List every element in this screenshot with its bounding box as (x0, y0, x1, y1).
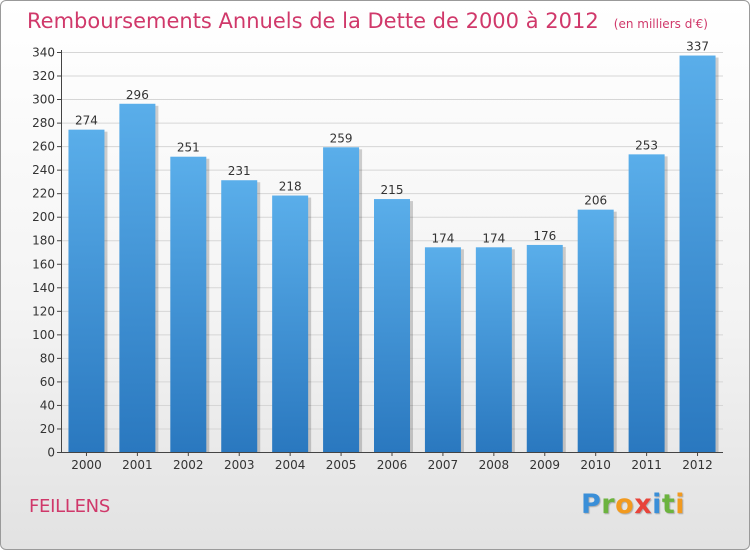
x-tick-label: 2001 (122, 458, 153, 472)
y-tick-label: 240 (32, 163, 55, 177)
y-tick-label: 40 (40, 398, 55, 412)
y-tick-label: 300 (32, 93, 55, 107)
x-tick-label: 2009 (529, 458, 560, 472)
bar-value-label: 231 (228, 164, 251, 178)
bar-value-label: 174 (482, 231, 505, 245)
bar (119, 103, 156, 452)
y-tick-label: 320 (32, 69, 55, 83)
bar (170, 156, 207, 453)
logo-letter: t (661, 489, 676, 520)
x-tick-label: 2008 (479, 458, 510, 472)
y-tick-label: 0 (47, 446, 55, 460)
bar (68, 129, 105, 452)
x-tick-label: 2006 (377, 458, 408, 472)
bar-value-label: 337 (686, 40, 709, 54)
chart-title-block: Remboursements Annuels de la Dette de 20… (27, 9, 708, 33)
x-tick-label: 2000 (71, 458, 102, 472)
logo-letter: r (601, 489, 616, 520)
bar-value-label: 215 (381, 183, 404, 197)
bar (374, 199, 410, 452)
bar (424, 247, 461, 452)
y-tick-label: 100 (32, 328, 55, 342)
y-tick-label: 20 (40, 422, 55, 436)
x-tick-label: 2005 (326, 458, 357, 472)
y-tick-label: 340 (32, 46, 55, 60)
axes: 0 20 40 60 80 100 120 140 160 180 200 220 240 260 280 3… (32, 46, 723, 472)
y-tick-label: 120 (32, 304, 55, 318)
x-tick-label: 2002 (173, 458, 204, 472)
logo-letter: o (615, 489, 635, 520)
proxiti-logo: Proxiti (581, 489, 685, 520)
bar-value-label: 253 (635, 138, 658, 152)
bar (221, 180, 258, 452)
logo-letter: i (675, 489, 686, 520)
bar-value-label: 218 (279, 180, 302, 194)
logo-letter: i (652, 489, 662, 520)
bar (475, 247, 512, 452)
bar-value-label: 296 (126, 88, 149, 102)
bar-value-label: 259 (330, 131, 353, 145)
y-tick-label: 280 (32, 116, 55, 130)
x-tick-label: 2003 (224, 458, 255, 472)
chart-title: Remboursements Annuels de la Dette de 20… (27, 9, 599, 33)
y-tick-label: 60 (40, 375, 55, 389)
y-tick-label: 80 (40, 351, 55, 365)
bar (526, 244, 563, 452)
y-tick-label: 220 (32, 187, 55, 201)
bar-value-label: 274 (75, 114, 98, 128)
bars: 274 296 251 231 218 259 215 174 174 176 206 253 337 (68, 40, 719, 453)
bar-value-label: 206 (584, 194, 607, 208)
x-tick-label: 2010 (580, 458, 611, 472)
y-tick-label: 160 (32, 257, 55, 271)
bar (272, 195, 309, 452)
bar (628, 154, 665, 452)
x-tick-label: 2012 (682, 458, 713, 472)
x-tick-label: 2011 (631, 458, 662, 472)
bar-value-label: 176 (533, 229, 556, 243)
bar-value-label: 174 (431, 231, 454, 245)
y-tick-label: 200 (32, 210, 55, 224)
logo-letter: x (634, 489, 653, 520)
y-tick-label: 180 (32, 234, 55, 248)
commune-name: FEILLENS (29, 496, 110, 517)
bar-value-label: 251 (177, 141, 200, 155)
bar (679, 55, 716, 452)
logo-letter: P (581, 489, 602, 520)
x-tick-label: 2007 (428, 458, 459, 472)
x-tick-label: 2004 (275, 458, 306, 472)
chart-subtitle: (en milliers d'€) (613, 17, 708, 31)
y-tick-label: 260 (32, 140, 55, 154)
bar (323, 147, 360, 452)
y-tick-label: 140 (32, 281, 55, 295)
bar (577, 209, 614, 452)
